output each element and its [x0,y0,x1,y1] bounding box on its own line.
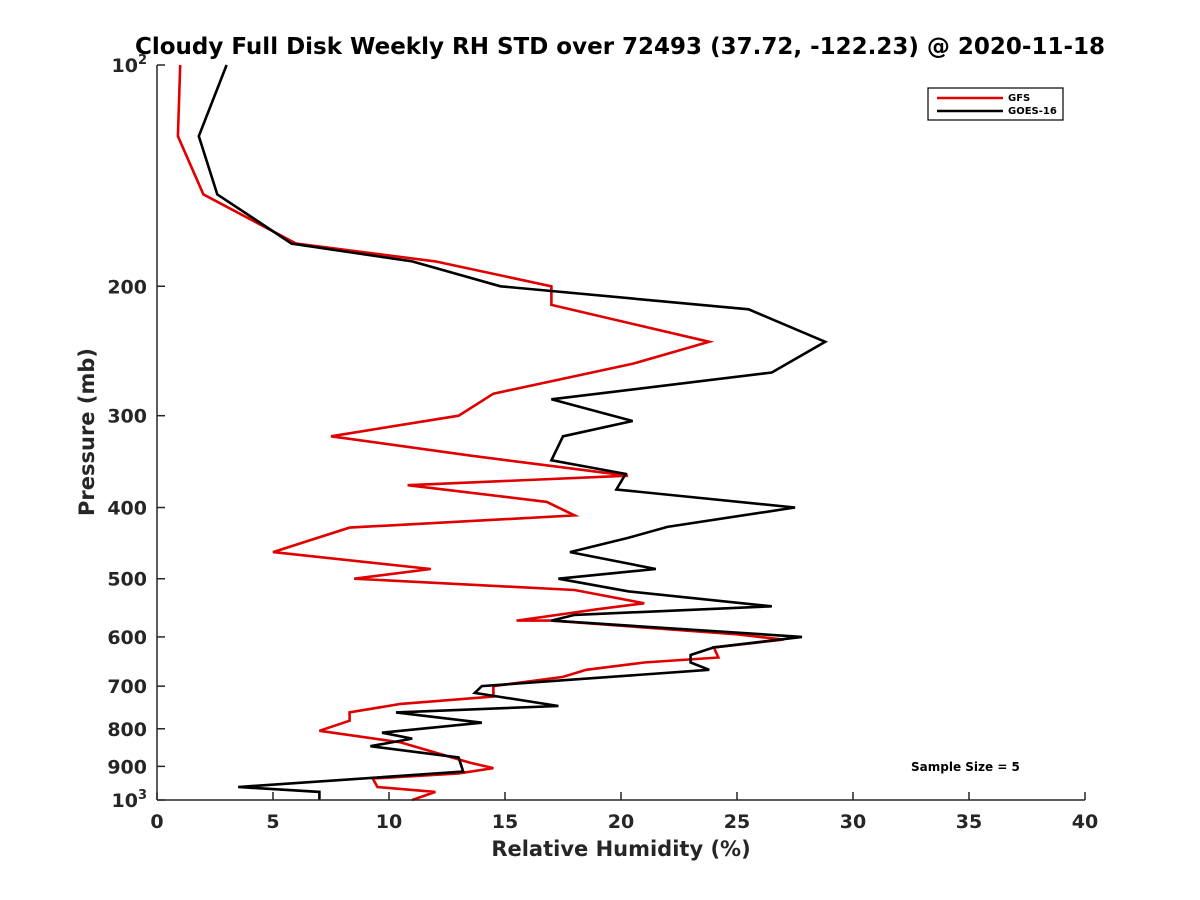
x-axis-label: Relative Humidity (%) [491,837,750,861]
x-tick-label: 40 [1072,811,1098,833]
chart-title: Cloudy Full Disk Weekly RH STD over 7249… [135,34,1105,60]
y-tick-label: 900 [107,756,147,778]
x-tick-label: 0 [150,811,163,833]
x-tick-label: 25 [724,811,750,833]
y-tick-label: 300 [107,406,147,428]
y-tick-label: 800 [107,719,147,741]
legend: GFS GOES-16 [927,87,1064,121]
series-layer [176,64,829,802]
x-ticks: 0 5 10 15 20 25 30 35 40 [150,792,1098,833]
x-tick-label: 30 [840,811,866,833]
x-tick-label: 15 [492,811,518,833]
y-tick-label: 102 [112,53,148,77]
y-tick-label: 200 [107,276,147,298]
x-tick-label: 5 [266,811,279,833]
y-axis-label: Pressure (mb) [75,348,99,516]
y-ticks: 102 200 300 400 500 600 700 800 900 103 [107,53,165,812]
x-tick-label: 10 [376,811,402,833]
series-line-goes16 [197,64,829,800]
sample-size-annotation: Sample Size = 5 [911,760,1020,774]
y-tick-label: 103 [112,788,148,812]
legend-label-goes16: GOES-16 [1008,106,1057,117]
legend-label-gfs: GFS [1008,93,1030,104]
y-tick-label: 700 [107,676,147,698]
legend-box [927,87,1064,121]
plot-area [157,65,1085,800]
x-tick-label: 35 [956,811,982,833]
y-tick-label: 400 [107,498,147,520]
y-tick-label: 500 [107,569,147,591]
y-tick-label: 600 [107,627,147,649]
x-tick-label: 20 [608,811,634,833]
series-line-gfs [176,64,784,802]
